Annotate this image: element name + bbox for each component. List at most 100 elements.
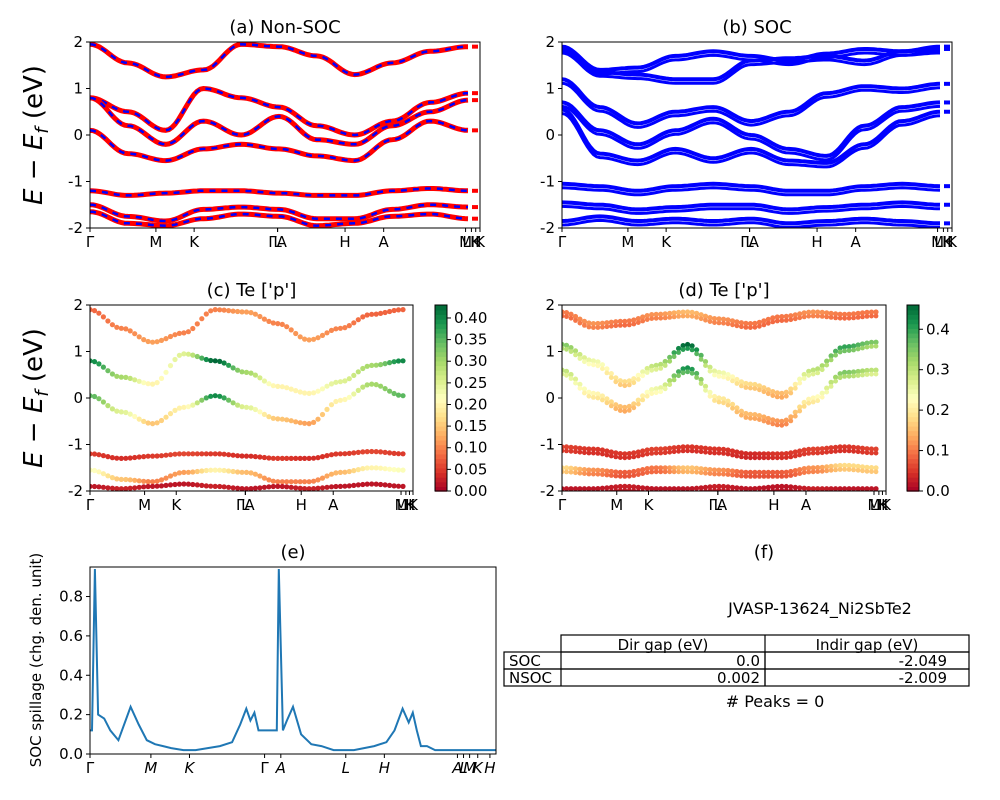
scatter-point bbox=[698, 449, 704, 455]
scatter-point bbox=[685, 448, 690, 454]
scatter-point bbox=[698, 445, 704, 451]
scatter-point bbox=[176, 352, 182, 358]
scatter-point bbox=[337, 483, 343, 489]
panel-d-xtick-label: ΓA bbox=[709, 496, 728, 514]
scatter-point bbox=[568, 371, 574, 378]
scatter-point bbox=[172, 407, 178, 413]
scatter-point bbox=[667, 445, 673, 451]
scatter-point bbox=[806, 486, 812, 491]
scatter-point bbox=[658, 446, 664, 452]
scatter-point bbox=[123, 326, 129, 332]
scatter-point bbox=[685, 369, 690, 375]
scatter-point bbox=[815, 446, 821, 452]
scatter-point bbox=[783, 421, 789, 427]
scatter-point bbox=[671, 486, 677, 491]
scatter-point bbox=[797, 311, 803, 317]
scatter-point bbox=[685, 465, 691, 471]
scatter-point bbox=[337, 451, 343, 457]
scatter-point bbox=[671, 445, 677, 451]
scatter-point bbox=[644, 451, 650, 457]
colorbar-segment bbox=[435, 402, 447, 408]
scatter-point bbox=[626, 382, 632, 388]
scatter-point bbox=[382, 482, 388, 488]
scatter-point bbox=[815, 465, 821, 471]
panel-a-xtick-label: M bbox=[149, 233, 162, 251]
scatter-point bbox=[815, 366, 821, 372]
scatter-point bbox=[586, 450, 592, 456]
scatter-point bbox=[333, 470, 339, 476]
scatter-point bbox=[869, 371, 874, 377]
scatter-point bbox=[748, 474, 753, 479]
scatter-point bbox=[644, 393, 650, 399]
scatter-point bbox=[721, 400, 726, 406]
scatter-point bbox=[689, 313, 695, 319]
scatter-point bbox=[226, 397, 232, 403]
scatter-point bbox=[837, 371, 843, 377]
scatter-point bbox=[765, 455, 771, 461]
scatter-point bbox=[123, 455, 129, 461]
colorbar-segment bbox=[435, 463, 447, 469]
colorbar-segment bbox=[435, 472, 447, 478]
scatter-point bbox=[284, 479, 290, 485]
scatter-point bbox=[577, 449, 583, 455]
scatter-point bbox=[127, 477, 133, 483]
panel-a-ylabel-minus: − bbox=[19, 150, 49, 188]
scatter-point bbox=[694, 375, 699, 380]
scatter-point bbox=[364, 481, 370, 487]
scatter-point bbox=[266, 318, 272, 324]
scatter-point bbox=[855, 463, 861, 469]
scatter-point bbox=[864, 309, 870, 315]
scatter-point bbox=[662, 465, 668, 471]
scatter-point bbox=[586, 324, 592, 330]
scatter-point bbox=[828, 486, 834, 491]
panel-b: (b) SOC bbox=[562, 17, 950, 228]
band-line bbox=[562, 44, 940, 72]
scatter-point bbox=[577, 466, 583, 472]
scatter-point bbox=[617, 408, 623, 413]
scatter-point bbox=[591, 395, 596, 400]
colorbar-segment bbox=[435, 477, 447, 483]
colorbar-segment bbox=[435, 305, 447, 311]
scatter-point bbox=[573, 449, 578, 455]
scatter-point bbox=[868, 309, 875, 315]
scatter-point bbox=[635, 372, 641, 378]
scatter-point bbox=[252, 311, 258, 317]
scatter-point bbox=[680, 309, 686, 315]
panel-a-xtick-label: K bbox=[475, 233, 486, 251]
scatter-point bbox=[194, 400, 200, 406]
colorbar-segment bbox=[907, 384, 919, 390]
scatter-point bbox=[266, 484, 272, 490]
scatter-point bbox=[608, 449, 614, 455]
scatter-point bbox=[586, 446, 592, 452]
scatter-point bbox=[635, 472, 641, 477]
scatter-point bbox=[810, 367, 816, 373]
scatter-point bbox=[342, 396, 348, 403]
scatter-point bbox=[582, 450, 587, 456]
scatter-point bbox=[743, 410, 749, 417]
scatter-point bbox=[743, 455, 749, 460]
scatter-point bbox=[199, 468, 205, 474]
scatter-point bbox=[757, 387, 762, 393]
scatter-point bbox=[725, 317, 731, 323]
scatter-point bbox=[635, 484, 641, 490]
scatter-point bbox=[729, 374, 736, 380]
scatter-point bbox=[635, 468, 641, 474]
scatter-point bbox=[288, 327, 294, 333]
scatter-point bbox=[185, 451, 191, 457]
scatter-point bbox=[707, 393, 713, 399]
scatter-point bbox=[194, 451, 200, 457]
scatter-point bbox=[235, 469, 241, 475]
scatter-point bbox=[150, 479, 156, 485]
scatter-point bbox=[725, 467, 731, 474]
scatter-point bbox=[711, 467, 718, 473]
scatter-point bbox=[595, 359, 601, 365]
scatter-point bbox=[145, 483, 151, 490]
scatter-point bbox=[346, 323, 352, 329]
scatter-point bbox=[752, 412, 758, 418]
scatter-point bbox=[613, 484, 619, 490]
gap-table-row-label: SOC bbox=[509, 652, 541, 670]
scatter-point bbox=[293, 388, 299, 394]
scatter-point bbox=[235, 402, 241, 408]
scatter-point bbox=[306, 486, 312, 491]
scatter-point bbox=[801, 470, 807, 475]
